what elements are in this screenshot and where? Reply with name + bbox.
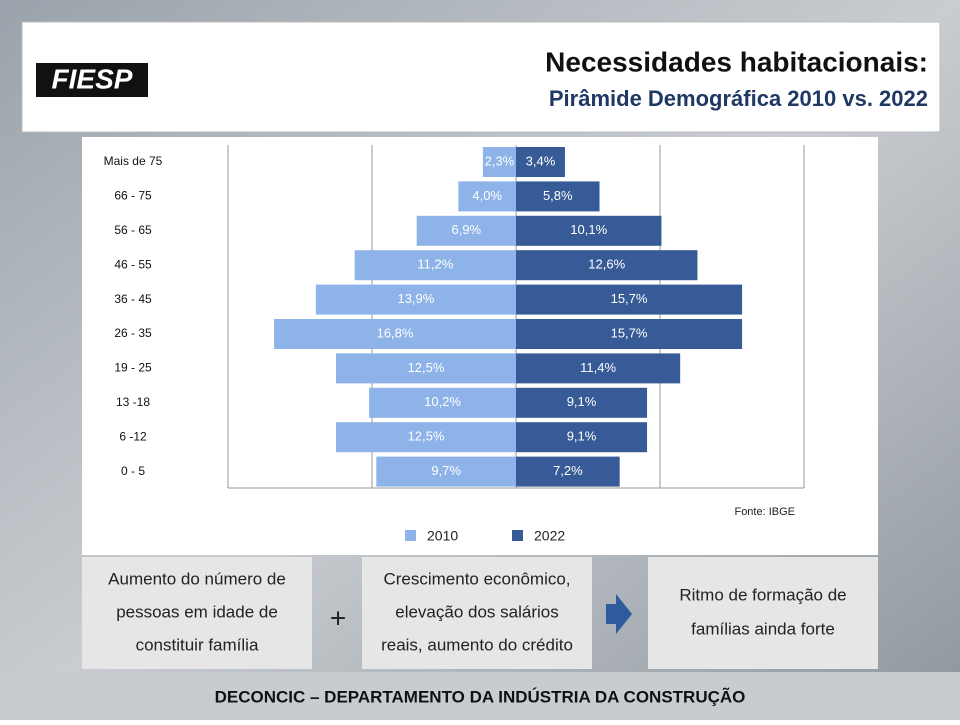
value-label: 9,7% xyxy=(431,463,461,478)
value-label: 10,1% xyxy=(570,222,607,237)
category-label: 6 -12 xyxy=(119,429,147,443)
arrow xyxy=(606,594,632,634)
box-text: famílias ainda forte xyxy=(691,619,835,638)
value-label: 9,1% xyxy=(567,394,597,409)
legend-swatch xyxy=(405,530,416,541)
bar xyxy=(516,181,600,212)
footer-band xyxy=(0,672,960,720)
bar xyxy=(482,147,516,177)
title: Necessidades habitacionais: xyxy=(545,46,928,77)
value-label: 15,7% xyxy=(611,325,648,340)
legend-swatch xyxy=(512,530,523,541)
box-text: pessoas em idade de xyxy=(116,602,278,621)
category-label: 56 - 65 xyxy=(114,223,152,237)
bar xyxy=(315,284,516,315)
box xyxy=(82,557,312,669)
subtitle: Pirâmide Demográfica 2010 vs. 2022 xyxy=(549,86,928,111)
category-label: 66 - 75 xyxy=(114,189,152,203)
bar xyxy=(516,147,565,177)
logo: FIESP xyxy=(52,63,133,94)
bar xyxy=(516,319,743,349)
category-label: 0 - 5 xyxy=(121,464,145,478)
value-label: 4,0% xyxy=(472,188,502,203)
value-label: 11,2% xyxy=(417,257,453,272)
box-text: elevação dos salários xyxy=(395,602,558,621)
value-label: 5,8% xyxy=(543,188,573,203)
value-label: 12,5% xyxy=(408,360,445,375)
bar xyxy=(516,422,648,453)
value-label: 11,4% xyxy=(580,360,616,375)
value-label: 15,7% xyxy=(611,291,648,306)
category-label: 36 - 45 xyxy=(114,292,152,306)
category-label: 26 - 35 xyxy=(114,326,152,340)
value-label: 9,1% xyxy=(567,429,597,444)
value-label: 3,4% xyxy=(526,153,556,168)
bar xyxy=(336,422,516,453)
footer: DECONCIC – DEPARTAMENTO DA INDÚSTRIA DA … xyxy=(215,686,746,706)
legend-label: 2010 xyxy=(427,528,458,544)
box-text: reais, aumento do crédito xyxy=(381,635,573,654)
bar xyxy=(274,319,516,349)
box-text: Ritmo de formação de xyxy=(679,585,846,604)
box xyxy=(648,557,878,669)
bar xyxy=(516,456,620,487)
bar xyxy=(516,215,662,246)
category-label: Mais de 75 xyxy=(104,154,163,168)
bar xyxy=(354,250,516,281)
category-label: 13 -18 xyxy=(116,395,150,409)
category-label: 19 - 25 xyxy=(114,361,152,375)
bar xyxy=(458,181,516,212)
box-text: Aumento do número de xyxy=(108,569,286,588)
value-label: 13,9% xyxy=(397,291,434,306)
box-text: Crescimento econômico, xyxy=(383,569,570,588)
bar xyxy=(516,284,743,315)
value-label: 2,3% xyxy=(485,153,515,168)
value-label: 10,2% xyxy=(424,394,461,409)
value-label: 6,9% xyxy=(451,222,481,237)
bar xyxy=(516,387,648,418)
bar xyxy=(376,456,516,487)
bar xyxy=(336,353,516,384)
legend-label: 2022 xyxy=(534,528,565,544)
source: Fonte: IBGE xyxy=(734,506,795,518)
bar xyxy=(516,250,698,281)
header-box xyxy=(21,21,941,133)
box xyxy=(362,557,592,669)
value-label: 12,5% xyxy=(408,429,445,444)
value-label: 16,8% xyxy=(377,325,414,340)
logo-box xyxy=(36,63,148,97)
bar xyxy=(416,215,516,246)
category-label: 46 - 55 xyxy=(114,257,152,271)
value-label: 7,2% xyxy=(553,463,583,478)
plus-sign: + xyxy=(330,602,346,633)
value-label: 12,6% xyxy=(588,257,625,272)
box-text: constituir família xyxy=(136,635,259,654)
bar xyxy=(369,387,516,418)
bar xyxy=(516,353,681,384)
